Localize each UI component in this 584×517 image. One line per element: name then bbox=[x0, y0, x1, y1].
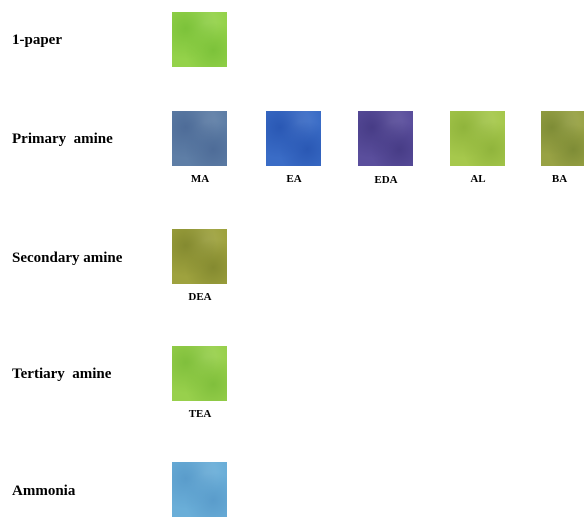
row-label-1-paper: 1-paper bbox=[12, 32, 62, 48]
swatch-caption-tea: TEA bbox=[188, 408, 212, 420]
row-label-tertiary-amine: Tertiary amine bbox=[12, 366, 112, 382]
row-label-ammonia: Ammonia bbox=[12, 483, 76, 499]
color-swatch-ammonia bbox=[172, 462, 227, 517]
swatch-caption-ba: BA bbox=[551, 173, 568, 185]
color-swatch-dea bbox=[172, 229, 227, 284]
swatch-caption-al: AL bbox=[470, 173, 486, 185]
row-label-secondary-amine: Secondary amine bbox=[12, 250, 123, 266]
color-swatch-1-paper bbox=[172, 12, 227, 67]
swatch-caption-ma: MA bbox=[190, 173, 210, 185]
row-label-primary-amine: Primary amine bbox=[12, 131, 113, 147]
color-swatch-ma bbox=[172, 111, 227, 166]
color-swatch-al bbox=[450, 111, 505, 166]
color-swatch-ba bbox=[541, 111, 584, 166]
swatch-caption-ea: EA bbox=[286, 173, 302, 185]
swatch-caption-eda: EDA bbox=[374, 174, 398, 186]
swatch-caption-dea: DEA bbox=[188, 291, 212, 303]
color-swatch-eda bbox=[358, 111, 413, 166]
color-swatch-tea bbox=[172, 346, 227, 401]
color-swatch-ea bbox=[266, 111, 321, 166]
